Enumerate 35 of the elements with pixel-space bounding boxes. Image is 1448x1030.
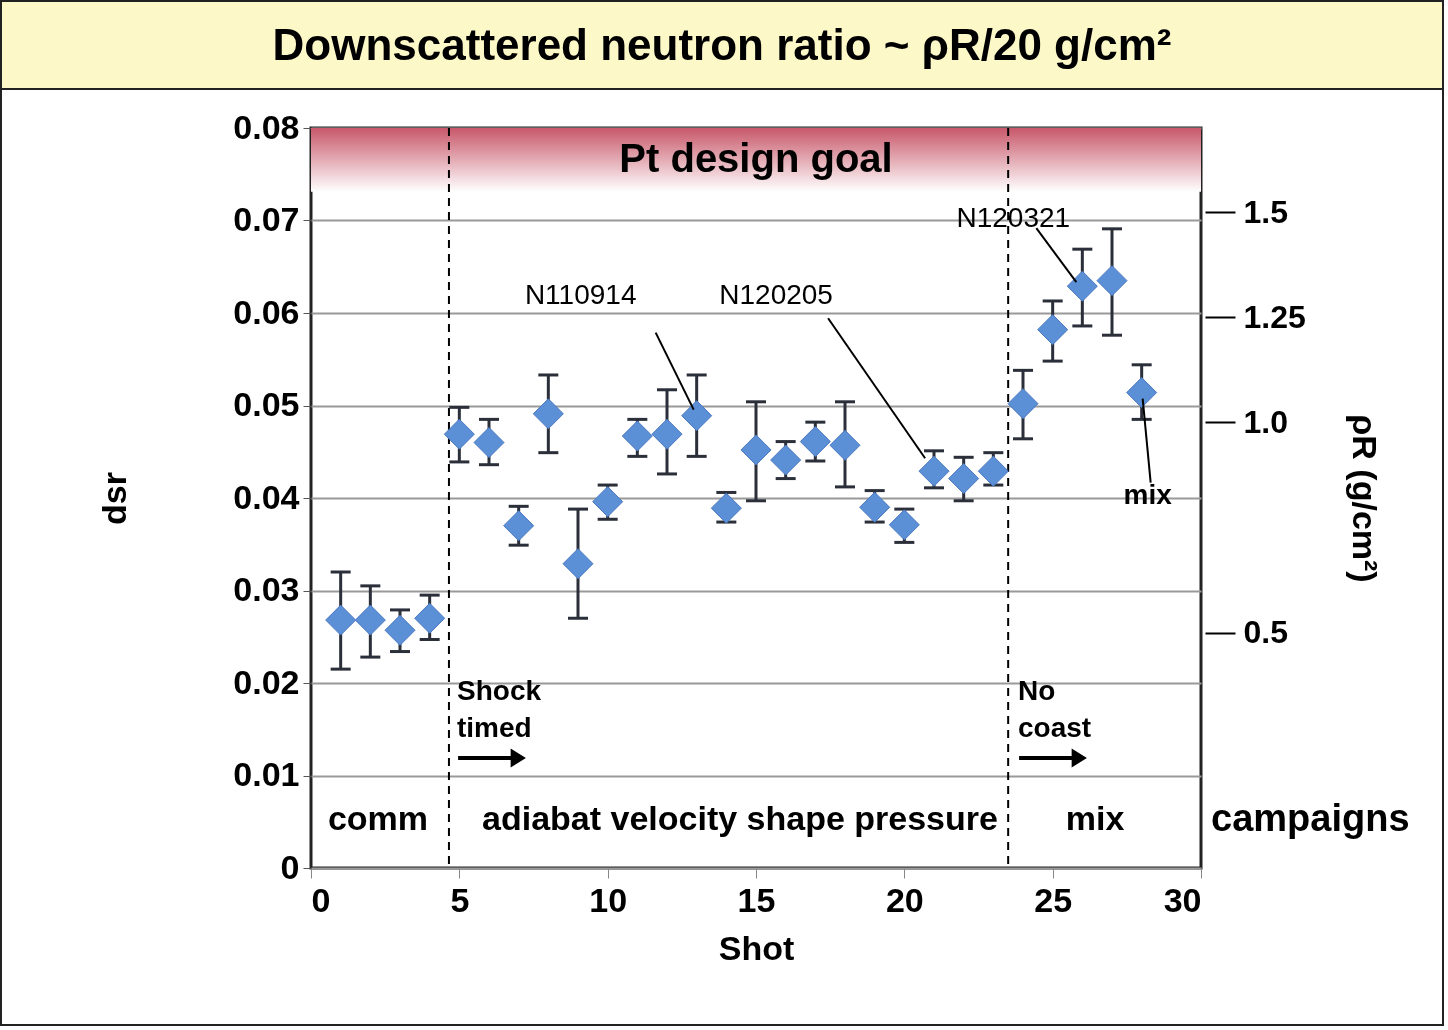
y2-tick-label: 0.5 xyxy=(1243,614,1288,651)
y2-tick-label: 1.25 xyxy=(1243,298,1306,335)
text: campaigns xyxy=(1211,797,1410,839)
y2-axis-title: ρR (g/cm²) xyxy=(1345,414,1384,583)
band-label: Pt design goal xyxy=(619,135,893,180)
x-tick-label: 30 xyxy=(1163,880,1202,919)
y-tick-label: 0 xyxy=(280,847,300,886)
chart-title: Downscattered neutron ratio ~ ρR/20 g/cm² xyxy=(2,2,1442,90)
y2-tick-label: 1.0 xyxy=(1243,403,1288,440)
y-tick-label: 0.07 xyxy=(233,200,300,238)
y-tick-label: 0.04 xyxy=(233,477,300,516)
annotation: mix xyxy=(1123,478,1173,510)
y-tick-label: 0.06 xyxy=(233,292,300,331)
x-tick-label: 20 xyxy=(885,880,924,919)
y2-tick-label: 1.5 xyxy=(1243,193,1288,230)
y-tick-label: 0.08 xyxy=(233,107,300,146)
y-tick-label: 0.05 xyxy=(233,385,300,423)
y-tick-label: 0.01 xyxy=(233,755,300,793)
annotation: N120321 xyxy=(956,202,1071,234)
y-tick-label: 0.02 xyxy=(233,662,300,701)
annotation: N120205 xyxy=(719,279,833,311)
annotation: adiabat velocity shape pressure xyxy=(482,799,998,837)
annotation: Shock timed xyxy=(457,675,542,743)
x-tick-label: 5 xyxy=(450,880,470,919)
annotation: N110914 xyxy=(524,278,637,310)
annotation: comm xyxy=(327,799,429,837)
annotation: No coast xyxy=(1018,675,1092,743)
x-tick-label: 0 xyxy=(311,880,331,919)
x-tick-label: 10 xyxy=(589,880,628,919)
x-tick-label: 25 xyxy=(1034,880,1073,919)
x-tick-label: 15 xyxy=(737,880,776,919)
annotation: mix xyxy=(1065,799,1125,837)
x-axis-title: Shot xyxy=(718,928,795,967)
y-axis-title: dsr xyxy=(95,472,134,525)
y-tick-label: 0.03 xyxy=(233,570,300,608)
